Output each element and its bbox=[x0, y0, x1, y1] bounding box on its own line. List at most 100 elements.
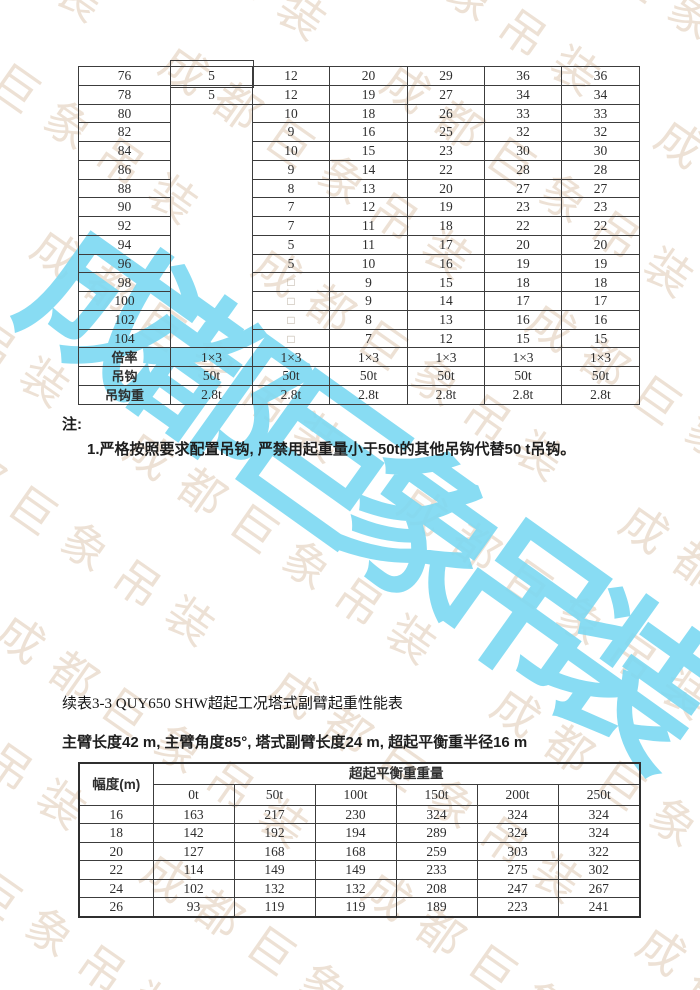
table-cell: 34 bbox=[484, 84, 562, 105]
table-cell: 163 bbox=[152, 804, 235, 825]
table-cell: 7 bbox=[252, 216, 330, 236]
table-cell bbox=[170, 272, 253, 292]
table-cell: 50t bbox=[329, 366, 408, 387]
table-cell bbox=[170, 122, 253, 142]
corner-header: 幅度(m) bbox=[78, 762, 154, 806]
table-cell: 259 bbox=[395, 841, 478, 862]
column-header: 0t bbox=[152, 783, 235, 806]
table-cell: 36 bbox=[561, 66, 640, 86]
table-row: 104 □ 7 12 15 15 bbox=[78, 328, 640, 349]
table-cell bbox=[170, 216, 253, 236]
table-cell: 96 bbox=[78, 253, 171, 274]
table-cell: 1×3 bbox=[484, 347, 562, 368]
table-cell: 10 bbox=[252, 141, 330, 161]
table-cell: 27 bbox=[484, 178, 562, 199]
table-cell: 26 bbox=[407, 103, 485, 124]
table-cell: 92 bbox=[78, 216, 171, 236]
table-cell: 吊钩重 bbox=[78, 385, 171, 405]
table-cell: 32 bbox=[561, 122, 640, 143]
table-row: 100 □ 9 14 17 17 bbox=[78, 291, 640, 311]
table-cell bbox=[170, 329, 253, 349]
table-cell: 50t bbox=[252, 366, 330, 387]
table-cell: 15 bbox=[407, 272, 485, 293]
table-cell: 80 bbox=[78, 103, 171, 124]
table-cell: 149 bbox=[233, 860, 316, 880]
table-row: 80 10 18 26 33 33 bbox=[78, 103, 640, 124]
table-cell: 23 bbox=[407, 141, 485, 161]
table-cell: 5 bbox=[252, 253, 330, 274]
table-cell: 194 bbox=[314, 823, 397, 843]
table-cell: 32 bbox=[484, 122, 562, 143]
table-cell: 33 bbox=[484, 103, 562, 124]
table-cell: 102 bbox=[152, 878, 235, 899]
table-cell: 247 bbox=[476, 878, 559, 899]
table-cell: 22 bbox=[561, 216, 640, 236]
table-cell: 324 bbox=[557, 823, 641, 843]
table-row: 92 7 11 18 22 22 bbox=[78, 216, 640, 236]
table-cell: 20 bbox=[407, 178, 485, 199]
table-cell: 132 bbox=[233, 878, 316, 899]
table-row: 20 127 168 168 259 303 322 bbox=[78, 841, 641, 862]
table-cell: 76 bbox=[78, 66, 171, 86]
table-row: 吊钩 50t 50t 50t 50t 50t 50t bbox=[78, 366, 640, 387]
table-cell: 倍率 bbox=[78, 347, 171, 368]
table-cell: 18 bbox=[407, 216, 485, 236]
table-cell: 84 bbox=[78, 141, 171, 161]
table-cell: 28 bbox=[561, 159, 640, 180]
column-header: 150t bbox=[395, 783, 478, 806]
table-cell: 30 bbox=[484, 141, 562, 161]
table-cell: 2.8t bbox=[561, 385, 640, 405]
table-cell: 322 bbox=[557, 841, 641, 862]
table-cell: 12 bbox=[407, 328, 485, 349]
table-cell: 100 bbox=[78, 291, 171, 311]
table-cell: 102 bbox=[78, 309, 171, 330]
table-cell: 30 bbox=[561, 141, 640, 161]
table-subheader-row: 0t 50t 100t 150t 200t 250t bbox=[79, 783, 641, 806]
table-cell: 34 bbox=[561, 84, 640, 105]
table-cell: 50t bbox=[561, 366, 640, 387]
table-cell: □ bbox=[252, 272, 330, 293]
table-row: 16 163 217 230 324 324 324 bbox=[78, 804, 641, 825]
table-row: 94 5 11 17 20 20 bbox=[78, 234, 640, 255]
table-cell: 27 bbox=[407, 84, 485, 105]
table-cell bbox=[170, 160, 253, 180]
table-cell: 104 bbox=[78, 328, 171, 349]
table-cell: 18 bbox=[561, 272, 640, 293]
column-header: 200t bbox=[476, 783, 559, 806]
table-row: 102 □ 8 13 16 16 bbox=[78, 309, 640, 330]
load-chart-table-bottom: 幅度(m) 超起平衡重重量 0t 50t 100t 150t 200t 250t 16 16… bbox=[78, 762, 641, 918]
table-cell: 15 bbox=[484, 328, 562, 349]
table-cell: 28 bbox=[484, 159, 562, 180]
table-cell: 33 bbox=[561, 103, 640, 124]
table-row: 84 10 15 23 30 30 bbox=[78, 141, 640, 161]
table-cell: 19 bbox=[329, 84, 408, 105]
table-cell: 50t bbox=[407, 366, 485, 387]
table-cell: 17 bbox=[561, 291, 640, 311]
table-cell: 18 bbox=[78, 823, 154, 843]
table-cell: 267 bbox=[557, 878, 641, 899]
note-item: 1.严格按照要求配置吊钩, 严禁用起重量小于50t的其他吊钩代替50 t吊钩。 bbox=[87, 441, 576, 458]
table-cell: 24 bbox=[78, 878, 154, 899]
table-cell: 13 bbox=[329, 178, 408, 199]
table-cell: 2.8t bbox=[170, 385, 253, 405]
table-cell: 230 bbox=[314, 804, 397, 825]
table-cell: 9 bbox=[252, 122, 330, 143]
table-row: 倍率 1×3 1×3 1×3 1×3 1×3 1×3 bbox=[78, 347, 640, 368]
table-cell: 78 bbox=[78, 84, 171, 105]
table-cell: 289 bbox=[395, 823, 478, 843]
table-cell: 127 bbox=[152, 841, 235, 862]
table-cell bbox=[170, 179, 253, 198]
table-cell: 10 bbox=[252, 103, 330, 124]
table-row: 26 93 119 119 189 223 241 bbox=[78, 897, 641, 918]
table-cell: 114 bbox=[152, 860, 235, 880]
table-cell: 7 bbox=[329, 328, 408, 349]
table-cell: 23 bbox=[484, 197, 562, 218]
column-header: 100t bbox=[314, 783, 397, 806]
table-cell: 12 bbox=[329, 197, 408, 218]
table-cell: 1×3 bbox=[407, 347, 485, 368]
table-cell: 1×3 bbox=[252, 347, 330, 368]
table-row: 98 □ 9 15 18 18 bbox=[78, 272, 640, 293]
table-cell: 12 bbox=[252, 66, 330, 86]
table-cell: 90 bbox=[78, 197, 171, 218]
table-cell: 16 bbox=[561, 309, 640, 330]
